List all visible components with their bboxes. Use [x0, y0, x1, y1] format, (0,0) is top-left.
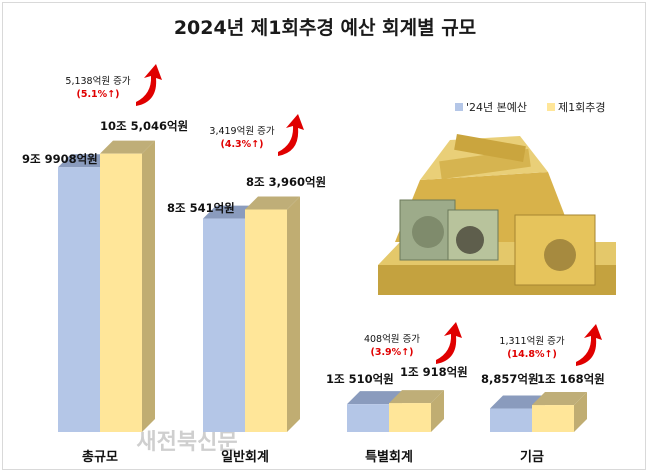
bar-2-1 [389, 403, 431, 432]
value-label-2-1: 1조 918억원 [400, 365, 468, 379]
increase-percent-1: (4.3%↑) [221, 139, 264, 150]
bar-top-1-0 [203, 205, 258, 219]
increase-percent-2: (3.9%↑) [371, 347, 414, 358]
bar-top-2-1 [389, 390, 444, 404]
bars-group: 9조 9908억원 10조 5,046억원 5,138억원 증가 (5.1%↑) 총규모… [22, 64, 605, 465]
chart-frame [2, 2, 646, 470]
value-label-1-0: 8조 541억원 [167, 201, 235, 215]
bar-3-0 [490, 408, 532, 432]
legend-label-supp: 제1회추경 [558, 101, 605, 114]
bar-side-0-1 [142, 140, 155, 432]
chart-title: 2024년 제1회추경 예산 회계별 규모 [174, 17, 476, 39]
increase-amount-3: 1,311억원 증가 [499, 335, 564, 347]
bar-top-2-0 [347, 391, 402, 405]
bar-top-0-1 [100, 140, 155, 154]
bar-top-3-0 [490, 395, 545, 409]
increase-arrow-3 [576, 324, 602, 366]
bar-0-1 [100, 153, 142, 432]
bar-side-1-1 [287, 196, 300, 432]
increase-percent-3: (14.8%↑) [507, 349, 557, 360]
increase-arrow-1 [278, 114, 304, 156]
value-label-0-1: 10조 5,046억원 [100, 119, 188, 133]
bar-side-3-1 [574, 392, 587, 432]
value-label-3-1: 1조 168억원 [537, 372, 605, 386]
increase-percent-0: (5.1%↑) [77, 89, 120, 100]
value-label-3-0: 8,857억원 [481, 372, 539, 386]
increase-arrow-2 [436, 322, 462, 364]
bar-side-2-1 [431, 390, 444, 432]
value-label-1-1: 8조 3,960억원 [246, 175, 326, 189]
bar-1-1 [245, 209, 287, 432]
bar-top-0-0 [58, 154, 113, 168]
bar-top-3-1 [532, 392, 587, 406]
increase-amount-0: 5,138억원 증가 [65, 75, 130, 87]
bar-0-0 [58, 167, 100, 432]
increase-amount-1: 3,419억원 증가 [209, 125, 274, 137]
value-label-2-0: 1조 510억원 [326, 372, 394, 386]
money-stack-illustration [378, 134, 616, 295]
legend-swatch-supp [547, 103, 555, 111]
category-label-2: 특별회계 [365, 449, 413, 465]
bar-1-0 [203, 218, 245, 432]
bar-2-0 [347, 404, 389, 432]
bar-top-1-1 [245, 196, 300, 210]
category-label-3: 기금 [520, 450, 544, 465]
category-label-1: 일반회계 [221, 449, 269, 465]
legend-swatch-base [455, 103, 463, 111]
value-label-0-0: 9조 9908억원 [22, 152, 98, 166]
increase-arrow-0 [136, 64, 162, 106]
bar-3-1 [532, 405, 574, 432]
legend-label-base: '24년 본예산 [466, 101, 527, 114]
increase-amount-2: 408억원 증가 [364, 333, 420, 345]
watermark: 새전북신문 [136, 430, 237, 455]
category-label-0: 총규모 [82, 449, 118, 465]
